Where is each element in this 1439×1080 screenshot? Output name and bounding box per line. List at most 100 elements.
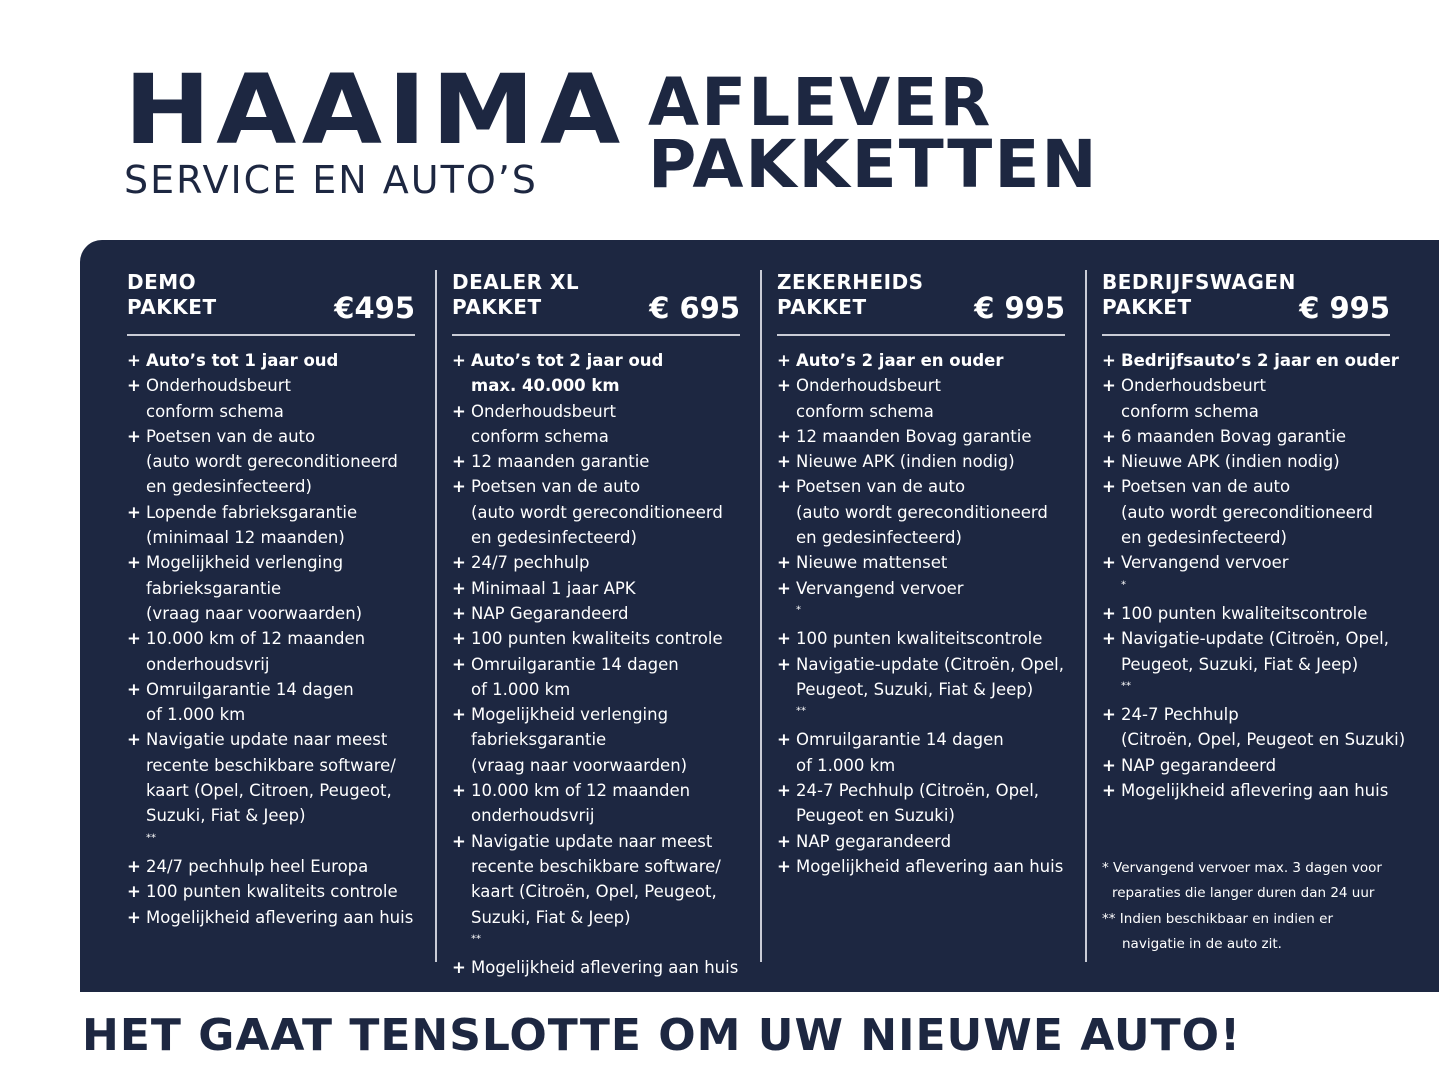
item-line: Suzuki, Fiat & Jeep) bbox=[471, 907, 631, 927]
item-text: Poetsen van de auto (auto wordt gerecondi… bbox=[146, 424, 398, 500]
plus-icon: + bbox=[452, 351, 466, 370]
list-item: + Navigatie-update (Citroën, Opel, Peugeot… bbox=[1102, 626, 1402, 702]
plus-icon: + bbox=[1102, 376, 1116, 396]
list-item: + Poetsen van de auto (auto wordt gerecond… bbox=[1102, 474, 1402, 550]
item-text: Vervangend vervoer * bbox=[1121, 550, 1289, 601]
package-price: € 995 bbox=[1299, 291, 1390, 325]
item-line: Peugeot, Suzuki, Fiat & Jeep) bbox=[796, 679, 1034, 699]
item-line: en gedesinfecteerd) bbox=[1121, 528, 1287, 548]
item-line: Nieuwe APK (indien nodig) bbox=[1121, 452, 1340, 472]
item-line: 100 punten kwaliteitscontrole bbox=[1121, 603, 1368, 623]
package-name-line-1: ZEKERHEIDS bbox=[777, 270, 924, 294]
plus-icon: + bbox=[452, 578, 466, 598]
list-item: + Auto’s 2 jaar en ouder bbox=[777, 348, 1077, 373]
item-line: Mogelijkheid verlenging bbox=[146, 553, 344, 573]
package-header: BEDRIJFSWAGEN PAKKET € 995 bbox=[1102, 270, 1390, 326]
item-line: onderhoudsvrij bbox=[146, 654, 270, 674]
item-text: Onderhoudsbeurt conform schema bbox=[1121, 373, 1266, 424]
item-line: Navigatie-update (Citroën, Opel, bbox=[1121, 629, 1389, 649]
package-name-line-1: DEALER XL bbox=[452, 270, 580, 294]
item-line: NAP Gegarandeerd bbox=[471, 603, 629, 623]
footnote-marker: ** bbox=[1121, 680, 1131, 692]
item-text: 24-7 Pechhulp (Citroën, Opel, Peugeot en … bbox=[796, 778, 1039, 829]
item-text: 10.000 km of 12 maanden onderhoudsvrij bbox=[146, 626, 365, 677]
list-item: +100 punten kwaliteits controle bbox=[127, 879, 427, 904]
item-line: (vraag naar voorwaarden) bbox=[471, 755, 688, 775]
package-column: BEDRIJFSWAGEN PAKKET € 995 + Bedrijfsauto’s … bbox=[1102, 270, 1405, 803]
item-text: 24/7 pechhulp bbox=[471, 550, 589, 575]
brand-name: HAAIMA bbox=[124, 54, 626, 166]
plus-icon: + bbox=[127, 351, 141, 370]
list-item: + Omruilgarantie 14 dagen of 1.000 km bbox=[452, 652, 752, 703]
item-line: Peugeot, Suzuki, Fiat & Jeep) ** bbox=[1121, 652, 1389, 703]
item-line: Suzuki, Fiat & Jeep) ** bbox=[471, 905, 721, 956]
plus-icon: + bbox=[777, 831, 791, 851]
column-divider bbox=[760, 270, 762, 962]
list-item: + Lopende fabrieksgarantie (minimaal 12 ma… bbox=[127, 500, 427, 551]
package-price: €495 bbox=[334, 291, 415, 325]
list-item: +12 maanden garantie bbox=[452, 449, 752, 474]
item-line: Poetsen van de auto bbox=[796, 477, 966, 497]
plus-icon: + bbox=[127, 629, 141, 649]
item-text: Onderhoudsbeurt conform schema bbox=[146, 373, 291, 424]
list-item: +10.000 km of 12 maanden onderhoudsvrij bbox=[452, 778, 752, 829]
plus-icon: + bbox=[127, 730, 141, 750]
plus-icon: + bbox=[1102, 426, 1116, 446]
item-line: en gedesinfecteerd) bbox=[471, 528, 637, 548]
item-text: 100 punten kwaliteitscontrole bbox=[796, 626, 1042, 651]
item-line: conform schema bbox=[796, 401, 934, 421]
package-name-line-2: PAKKET bbox=[777, 295, 867, 319]
plus-icon: + bbox=[452, 654, 466, 674]
item-line: Poetsen van de auto bbox=[146, 426, 316, 446]
footnote-1-cont: reparaties die langer duren dan 24 uur bbox=[1112, 885, 1375, 902]
package-name-line-2: PAKKET bbox=[452, 295, 542, 319]
item-line: max. 40.000 km bbox=[471, 376, 620, 396]
package-column: DEMO PAKKET €495 + Auto’s tot 1 jaar oud + Ond… bbox=[127, 270, 427, 930]
item-line: Nieuwe APK (indien nodig) bbox=[796, 452, 1015, 472]
package-name-line-2: PAKKET bbox=[127, 295, 217, 319]
list-item: +24/7 pechhulp bbox=[452, 550, 752, 575]
package-name: DEMO PAKKET bbox=[127, 270, 415, 320]
footnote-1: * Vervangend vervoer max. 3 dagen voor bbox=[1102, 860, 1382, 876]
list-item: + Auto’s tot 2 jaar oud max. 40.000 km bbox=[452, 348, 752, 399]
footnote-marker: ** bbox=[796, 705, 806, 717]
item-line: 24-7 Pechhulp bbox=[1121, 705, 1239, 725]
item-line: Minimaal 1 jaar APK bbox=[471, 578, 636, 598]
item-text: Poetsen van de auto (auto wordt gerecondi… bbox=[796, 474, 1048, 550]
footnote-2-cont: navigatie in de auto zit. bbox=[1122, 935, 1282, 952]
item-line: Peugeot, Suzuki, Fiat & Jeep) bbox=[1121, 654, 1359, 674]
item-text: Mogelijkheid aflevering aan huis bbox=[146, 905, 413, 930]
item-line: Navigatie update naar meest bbox=[146, 730, 388, 750]
item-line: conform schema bbox=[146, 401, 284, 421]
list-item: + Vervangend vervoer * bbox=[777, 576, 1077, 627]
list-item: + Mogelijkheid aflevering aan huis bbox=[452, 955, 752, 980]
plus-icon: + bbox=[777, 351, 791, 370]
item-text: Onderhoudsbeurt conform schema bbox=[471, 399, 616, 450]
item-line: recente beschikbare software/ bbox=[471, 856, 721, 876]
item-line: 10.000 km of 12 maanden bbox=[146, 629, 366, 649]
list-item: + Navigatie update naar meest recente besc… bbox=[452, 829, 752, 955]
item-line: kaart (Opel, Citroen, Peugeot, bbox=[146, 781, 392, 801]
item-line: Navigatie-update (Citroën, Opel, bbox=[796, 654, 1064, 674]
item-line: of 1.000 km bbox=[796, 755, 896, 775]
list-item: + Mogelijkheid verlenging fabrieksgarantie… bbox=[452, 702, 752, 778]
item-line: Vervangend vervoer bbox=[1121, 553, 1289, 573]
item-line: Peugeot en Suzuki) bbox=[796, 806, 955, 826]
item-line: Bedrijfsauto’s 2 jaar en ouder bbox=[1121, 351, 1399, 370]
item-text: Vervangend vervoer * bbox=[796, 576, 964, 627]
item-text: 24/7 pechhulp heel Europa bbox=[146, 854, 368, 879]
plus-icon: + bbox=[777, 426, 791, 446]
package-price: € 995 bbox=[974, 291, 1065, 325]
plus-icon: + bbox=[1102, 351, 1116, 370]
item-text: NAP Gegarandeerd bbox=[471, 601, 628, 626]
item-line: (auto wordt gereconditioneerd bbox=[146, 452, 398, 472]
list-item: + NAP Gegarandeerd bbox=[452, 601, 752, 626]
item-line: (auto wordt gereconditioneerd bbox=[796, 502, 1048, 522]
brand-subtitle: SERVICE EN AUTO’S bbox=[124, 158, 538, 202]
item-line: Omruilgarantie 14 dagen bbox=[471, 654, 679, 674]
plus-icon: + bbox=[1102, 781, 1116, 801]
header-rule bbox=[127, 334, 415, 336]
list-item: + Poetsen van de auto (auto wordt gerecond… bbox=[452, 474, 752, 550]
item-line: fabrieksgarantie bbox=[146, 578, 282, 598]
item-text: 6 maanden Bovag garantie bbox=[1121, 424, 1346, 449]
